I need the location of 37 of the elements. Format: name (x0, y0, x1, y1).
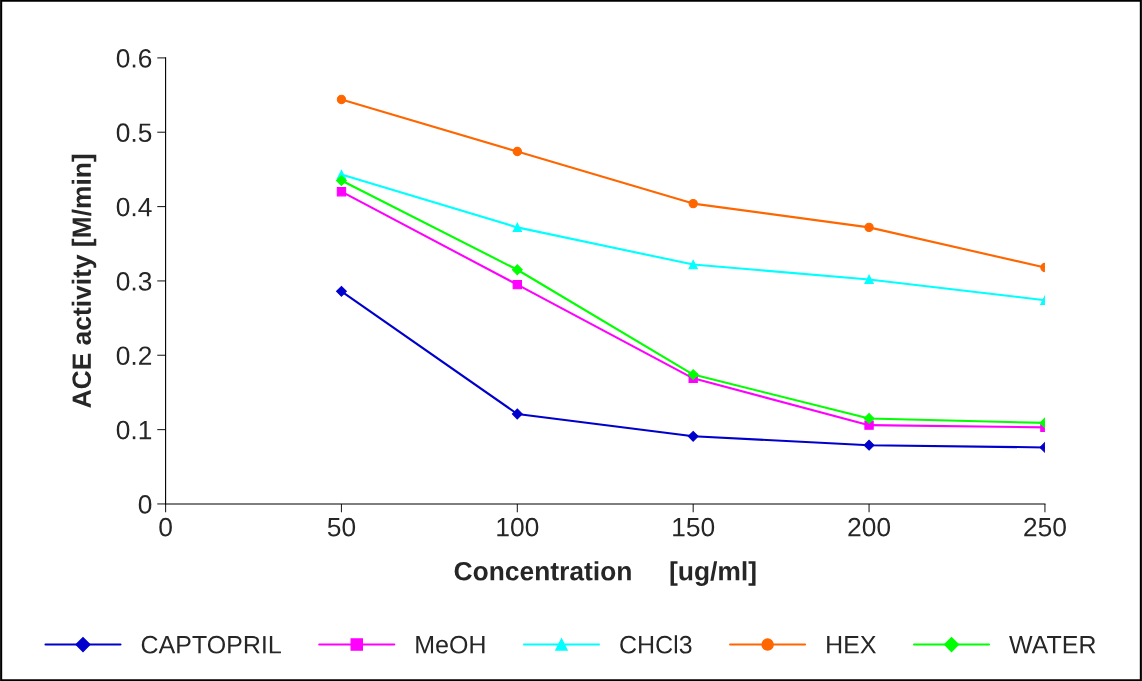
point (511, 264, 523, 276)
point (687, 430, 699, 442)
legend-label: CAPTOPRIL (141, 635, 281, 654)
y-tick-label: 0.6 (116, 49, 152, 68)
legend-label: HEX (827, 636, 876, 654)
point (688, 198, 698, 209)
y-tick-label: 0.1 (116, 420, 152, 440)
point (863, 413, 875, 424)
y-tick-label: 0.4 (116, 197, 152, 217)
x-tick-label: 0 (159, 517, 172, 537)
y-tick-label: 0 (138, 495, 152, 514)
point (687, 369, 699, 381)
x-tick-label: 200 (848, 517, 891, 537)
point (336, 175, 347, 186)
point (512, 279, 523, 290)
y-tick-label: 0.5 (116, 123, 152, 143)
point (336, 285, 347, 297)
y-tick-label: 0.2 (116, 346, 152, 366)
x-axis-title: Concentration [ug/ml] (454, 561, 756, 586)
legend-label: MeOH (416, 635, 485, 654)
legend-label: CHCl3 (620, 635, 692, 654)
y-axis-title: ACE activity [M/min] (71, 154, 97, 408)
legend-label: WATER (1009, 636, 1096, 654)
point (511, 408, 523, 420)
point (336, 94, 347, 105)
point (512, 146, 523, 157)
point (863, 439, 875, 451)
point (336, 187, 347, 197)
point (864, 222, 874, 233)
x-tick-label: 150 (673, 517, 715, 537)
y-tick-label: 0.3 (116, 272, 152, 291)
point (512, 222, 523, 233)
point (688, 259, 698, 270)
point (864, 274, 874, 285)
x-tick-label: 100 (497, 517, 539, 537)
x-tick-label: 50 (327, 517, 356, 537)
x-tick-label: 250 (1024, 517, 1066, 537)
